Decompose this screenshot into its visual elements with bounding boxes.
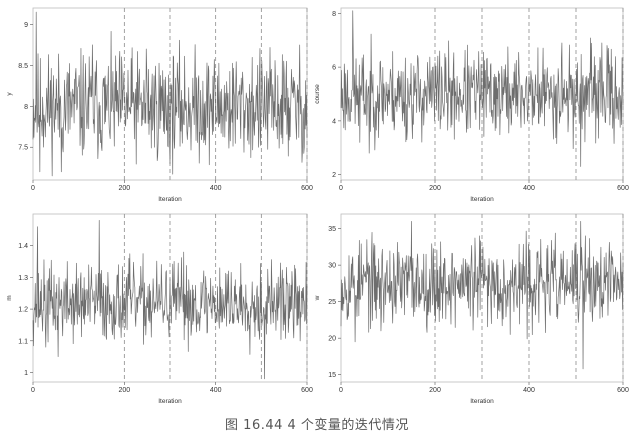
x-tick-label: 600 [617, 185, 629, 192]
x-tick-label: 200 [118, 387, 130, 394]
y-tick-label: 9 [24, 22, 28, 29]
x-tick-label: 0 [339, 185, 343, 192]
y-axis-label: y [6, 92, 13, 96]
y-tick-label: 6 [332, 65, 336, 72]
x-tick-label: 600 [617, 387, 629, 394]
y-tick-label: 1.4 [18, 243, 28, 250]
trace-series-line [32, 219, 308, 380]
y-tick-label: 1.1 [18, 338, 28, 345]
trace-panel-w: 0 200 400 600 15 20 25 30 35 Iteration w [314, 213, 629, 405]
trace-series-line [340, 10, 624, 167]
y-tick-label: 2 [332, 172, 336, 179]
trace-panel-course: 0 200 400 600 2 4 6 8 Iteration course [314, 7, 629, 203]
x-axis-label: Iteration [470, 398, 494, 405]
x-tick-label: 400 [210, 387, 222, 394]
trace-panel-y: 0 200 400 600 7.5 8 8.5 9 Iteration y [6, 7, 313, 203]
y-tick-label: 8.5 [18, 63, 28, 70]
y-axis-label: w [314, 295, 321, 301]
x-axis-label: Iteration [158, 398, 182, 405]
x-tick-label: 0 [31, 185, 35, 192]
y-tick-label: 35 [328, 226, 336, 233]
trace-panel-m: 0 200 400 600 1 1.1 1.2 1.3 1.4 Iteration m [6, 213, 313, 405]
y-tick-label: 8 [332, 11, 336, 18]
y-tick-label: 20 [328, 336, 336, 343]
x-tick-label: 200 [429, 387, 441, 394]
x-tick-label: 600 [301, 185, 313, 192]
trace-series-line [32, 11, 308, 177]
y-tick-label: 1.3 [18, 275, 28, 282]
y-tick-label: 1.2 [18, 307, 28, 314]
y-tick-label: 1 [24, 370, 28, 377]
trace-series-line [340, 220, 624, 370]
y-tick-label: 8 [24, 104, 28, 111]
y-tick-label: 25 [328, 299, 336, 306]
x-axis-label: Iteration [470, 196, 494, 203]
y-axis-label: course [314, 84, 321, 104]
x-tick-label: 600 [301, 387, 313, 394]
x-tick-label: 400 [210, 185, 222, 192]
y-tick-label: 15 [328, 372, 336, 379]
y-tick-label: 30 [328, 263, 336, 270]
y-tick-label: 4 [332, 118, 336, 125]
x-tick-label: 0 [31, 387, 35, 394]
x-tick-label: 400 [523, 387, 535, 394]
x-tick-label: 0 [339, 387, 343, 394]
y-axis-label: m [6, 295, 13, 300]
y-tick-label: 7.5 [18, 145, 28, 152]
x-tick-label: 200 [429, 185, 441, 192]
x-tick-label: 200 [118, 185, 130, 192]
x-tick-label: 400 [523, 185, 535, 192]
figure-caption: 图 16.44 4 个变量的迭代情况 [225, 418, 409, 433]
x-axis-label: Iteration [158, 196, 182, 203]
